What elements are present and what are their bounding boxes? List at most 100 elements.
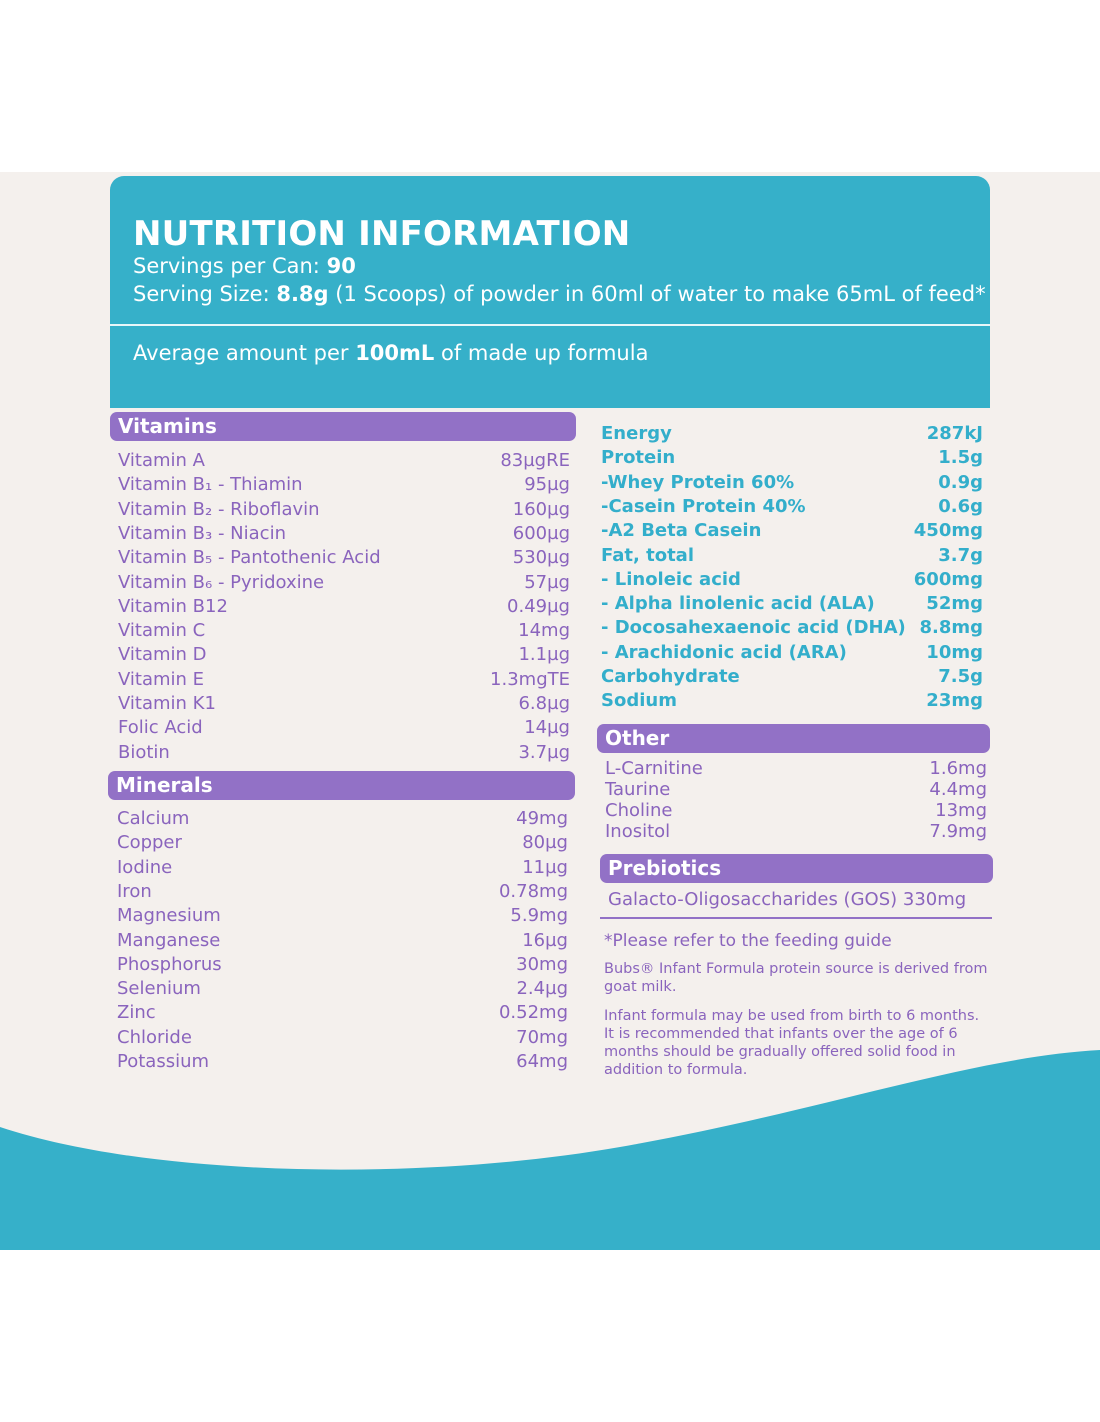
nutrient-name: Choline: [605, 800, 673, 821]
prebiotics-underline: [600, 917, 992, 919]
nutrient-row: Fat, total 3.7g: [601, 544, 983, 568]
nutrient-value: 1.3mgTE: [490, 668, 570, 690]
nutrient-row: - Arachidonic acid (ARA) 10mg: [601, 641, 983, 665]
nutrient-value: 7.5g: [938, 666, 983, 687]
nutrient-value: 83µgRE: [500, 450, 570, 471]
nutrient-value: 287kJ: [926, 423, 983, 444]
nutrient-row: -Casein Protein 40% 0.6g: [601, 495, 983, 519]
nutrient-name: -Whey Protein 60%: [601, 471, 795, 493]
nutrient-row: Manganese 16µg: [117, 929, 568, 953]
nutrient-name: -Casein Protein 40%: [601, 495, 806, 517]
average-amount: Average amount per 100mL of made up form…: [133, 340, 648, 367]
nutrient-row: Vitamin B₂ - Riboflavin 160µg: [118, 498, 570, 522]
serving-size-value: 8.8g: [276, 282, 329, 306]
nutrient-value: 0.52mg: [498, 1002, 568, 1024]
nutrient-value: 3.7g: [938, 544, 983, 566]
nutrient-name: Sodium: [601, 690, 677, 712]
nutrient-name: - Arachidonic acid (ARA): [601, 641, 847, 663]
nutrient-row: Choline 13mg: [605, 800, 987, 821]
nutrient-row: Iron 0.78mg: [117, 880, 568, 904]
nutrient-name: Iodine: [117, 856, 173, 878]
nutrient-row: Zinc 0.52mg: [117, 1001, 568, 1025]
nutrient-row: Biotin 3.7µg: [118, 741, 570, 765]
nutrient-row: Selenium 2.4µg: [117, 977, 568, 1001]
nutrient-name: Magnesium: [117, 905, 221, 927]
nutrient-value: 8.8mg: [919, 617, 983, 639]
protein-note-line: Bubs® Infant Formula protein source is d…: [604, 961, 988, 977]
average-suffix: of made up formula: [440, 341, 649, 365]
nutrient-name: Phosphorus: [117, 953, 222, 975]
nutrient-value: 23mg: [926, 690, 983, 712]
nutrient-row: Vitamin K1 6.8µg: [118, 692, 570, 716]
nutrient-value: 49mg: [516, 808, 568, 829]
nutrient-name: Vitamin B₁ - Thiamin: [118, 474, 303, 496]
nutrient-name: Vitamin A: [118, 450, 205, 471]
nutrient-row: Protein 1.5g: [601, 446, 983, 470]
nutrient-value: 95µg: [524, 474, 570, 496]
nutrient-name: - Linoleic acid: [601, 568, 741, 590]
nutrient-value: 2.4µg: [516, 978, 568, 1000]
servings-label: Servings per Can:: [133, 254, 320, 278]
nutrient-value: 30mg: [516, 953, 568, 975]
nutrient-row: Inositol 7.9mg: [605, 821, 987, 842]
nutrition-panel: NUTRITION INFORMATION Servings per Can: …: [0, 172, 1100, 1250]
nutrient-row: - Docosahexaenoic acid (DHA) 8.8mg: [601, 616, 983, 640]
nutrient-row: Calcium 49mg: [117, 807, 568, 831]
nutrient-name: Vitamin B₂ - Riboflavin: [118, 498, 320, 520]
nutrient-value: 4.4mg: [929, 779, 987, 800]
nutrient-name: Vitamin B₃ - Niacin: [118, 522, 286, 544]
average-prefix: Average amount per: [133, 341, 349, 365]
nutrient-row: Vitamin B12 0.49µg: [118, 595, 570, 619]
infant-note-line: months should be gradually offered solid…: [604, 1044, 956, 1060]
nutrient-value: 6.8µg: [518, 693, 570, 714]
nutrient-name: Vitamin C: [118, 620, 206, 642]
wave-background: [0, 1050, 1100, 1250]
nutrient-row: Copper 80µg: [117, 831, 568, 855]
minerals-heading: Minerals: [108, 771, 575, 800]
nutrient-value: 1.5g: [938, 447, 983, 469]
nutrient-name: - Docosahexaenoic acid (DHA): [601, 617, 906, 639]
nutrient-row: Carbohydrate 7.5g: [601, 665, 983, 689]
nutrient-value: 57µg: [524, 571, 570, 593]
nutrient-value: 0.6g: [938, 495, 983, 517]
serving-size-description: (1 Scoops) of powder in 60ml of water to…: [335, 282, 986, 306]
nutrient-row: Folic Acid 14µg: [118, 716, 570, 740]
nutrient-value: 0.49µg: [507, 595, 570, 617]
nutrient-row: Vitamin C 14mg: [118, 619, 570, 643]
nutrient-value: 0.78mg: [498, 880, 568, 902]
nutrient-value: 450mg: [913, 520, 983, 542]
nutrient-name: Zinc: [117, 1002, 156, 1024]
nutrient-value: 7.9mg: [929, 821, 987, 842]
servings-per-can: Servings per Can: 90: [133, 253, 356, 280]
nutrient-row: Energy 287kJ: [601, 422, 983, 446]
nutrient-name: Vitamin K1: [118, 693, 216, 714]
infant-note-line: It is recommended that infants over the …: [604, 1026, 958, 1042]
nutrient-row: Vitamin D 1.1µg: [118, 643, 570, 667]
nutrient-value: 3.7µg: [518, 741, 570, 763]
nutrient-value: 14mg: [518, 620, 570, 642]
nutrient-name: Biotin: [118, 741, 170, 763]
prebiotics-line: Galacto-Oligosaccharides (GOS) 330mg: [608, 889, 967, 910]
nutrient-value: 1.6mg: [929, 758, 987, 779]
serving-size: Serving Size: 8.8g (1 Scoops) of powder …: [133, 281, 986, 308]
nutrient-name: Vitamin B₆ - Pyridoxine: [118, 571, 325, 593]
teal-wave: [0, 1050, 1100, 1250]
infant-note-line: Infant formula may be used from birth to…: [604, 1008, 980, 1024]
average-value: 100mL: [355, 341, 435, 365]
nutrient-value: 80µg: [522, 832, 568, 854]
nutrient-name: Carbohydrate: [601, 666, 740, 687]
serving-size-label: Serving Size:: [133, 282, 270, 306]
nutrient-name: Vitamin B12: [118, 595, 228, 617]
nutrient-value: 530µg: [512, 547, 570, 569]
nutrient-name: Manganese: [117, 929, 221, 951]
nutrient-row: -A2 Beta Casein 450mg: [601, 519, 983, 543]
nutrient-row: Vitamin A 83µgRE: [118, 449, 570, 473]
prebiotics-heading: Prebiotics: [600, 854, 993, 883]
nutrient-value: 1.1µg: [518, 644, 570, 666]
protein-note-line: goat milk.: [604, 979, 677, 995]
nutrient-value: 13mg: [935, 800, 987, 821]
nutrient-row: Vitamin B₃ - Niacin 600µg: [118, 522, 570, 546]
nutrient-row: Potassium 64mg: [117, 1050, 568, 1074]
nutrient-value: 600mg: [913, 568, 983, 590]
nutrient-value: 70mg: [516, 1026, 568, 1048]
